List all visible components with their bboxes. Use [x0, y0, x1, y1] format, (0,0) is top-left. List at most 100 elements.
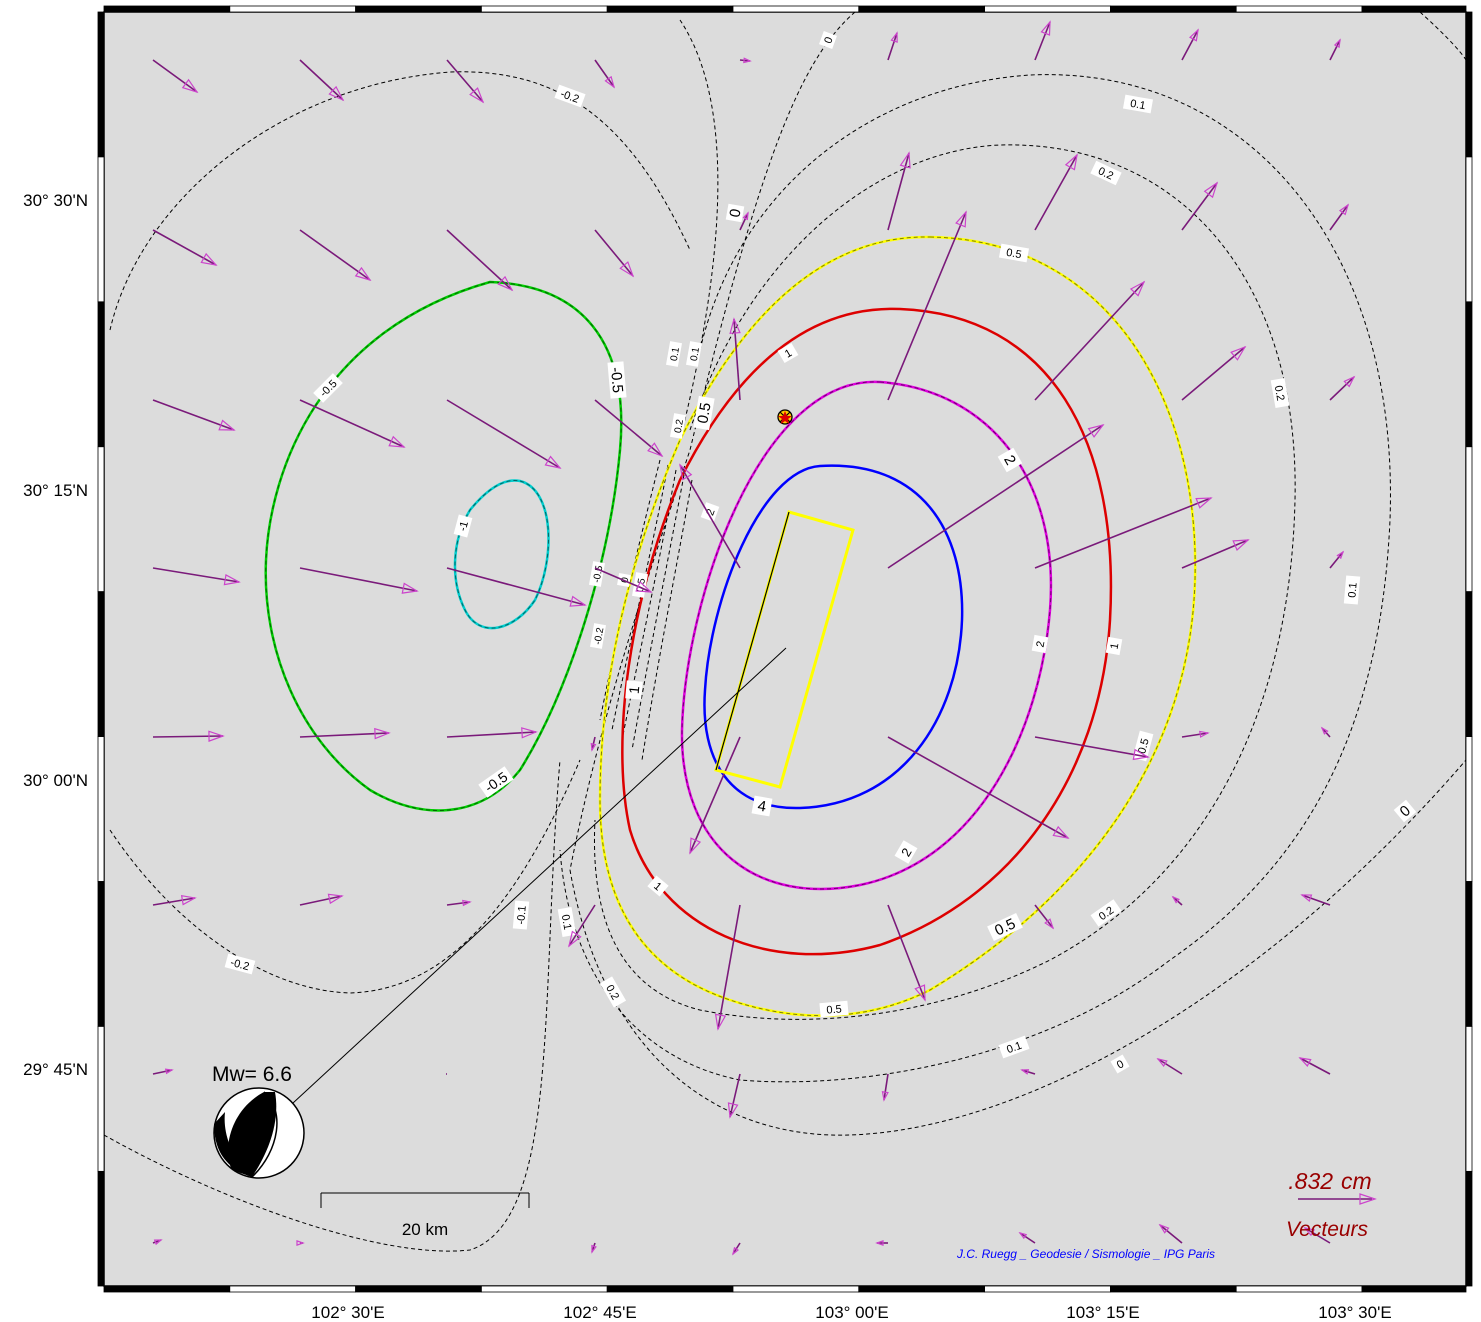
contour-label-2: 2 [1035, 640, 1048, 648]
displacement-vector [1329, 375, 1356, 401]
contour-neg-0-1 [104, 759, 561, 1252]
contour-label-0-1: 0.1 [1346, 582, 1359, 598]
displacement-vector [729, 317, 741, 401]
displacement-vector [1034, 20, 1051, 61]
lon-label: 103° 30'E [1318, 1303, 1391, 1322]
contour-label-0: 0 [726, 208, 744, 219]
displacement-vector [299, 59, 345, 102]
contour-0-south [569, 759, 1466, 1136]
displacement-vector [679, 463, 741, 569]
displacement-vector [446, 229, 514, 292]
displacement-vector [591, 1242, 597, 1254]
contour-label-0: 0 [620, 576, 632, 584]
displacement-vector [739, 211, 749, 231]
displacement-vector [1034, 153, 1078, 231]
fault-trace [715, 511, 790, 771]
contour-label-0-5: 0.5 [1136, 737, 1152, 755]
displacement-vector [689, 736, 741, 855]
colored-contours-dash-overlay [265, 236, 1196, 1017]
displacement-vector [1171, 895, 1183, 906]
contour-inner-0-5 [641, 479, 693, 761]
displacement-vector [887, 210, 967, 401]
longitude-labels: 102° 30'E 102° 45'E 103° 00'E 103° 15'E … [311, 1303, 1391, 1322]
scale-bar-label: 20 km [402, 1220, 448, 1239]
contour-0-north [569, 12, 856, 871]
contour-label-0-5: 0.5 [694, 401, 714, 424]
displacement-vector [1034, 736, 1150, 761]
contour-label-neg-0-1: -0.1 [515, 905, 529, 925]
displacement-vector [1181, 539, 1250, 569]
lat-label: 30° 00'N [23, 771, 88, 790]
displacement-vector [887, 423, 1105, 569]
displacement-vector [1303, 1227, 1331, 1244]
displacement-vector [590, 736, 597, 752]
contour-0-2 [593, 144, 1296, 1020]
displacement-vector [1329, 550, 1345, 569]
displacement-vector [1156, 1058, 1183, 1075]
contour-label-4: 4 [756, 797, 767, 815]
contour-label-1: 1 [783, 347, 794, 360]
contour-0-1 [559, 74, 1391, 1083]
focal-mechanism-beachball [213, 1087, 305, 1179]
contour-label-0-1: 0.1 [669, 346, 682, 362]
displacement-vector [1298, 1057, 1331, 1075]
displacement-vector [299, 399, 406, 448]
displacement-vector [1300, 894, 1331, 906]
displacement-vector [1181, 345, 1247, 401]
displacement-vector [446, 567, 587, 607]
displacement-vector [887, 31, 898, 61]
lon-label: 102° 30'E [311, 1303, 384, 1322]
displacement-vector [152, 730, 225, 742]
contour-label-neg-0-2: -0.2 [229, 957, 250, 974]
latitude-labels: 30° 30'N 30° 15'N 30° 00'N 29° 45'N [23, 191, 88, 1079]
displacement-vector [296, 1240, 305, 1246]
displacement-vector [887, 736, 1070, 839]
contour-label-0-5: 0.5 [1005, 247, 1022, 261]
displacement-vector [152, 399, 236, 431]
displacement-vector [732, 1242, 741, 1256]
displacement-vector [446, 399, 562, 469]
displacement-vector [446, 899, 472, 907]
contour-label-neg-0-5: -0.5 [592, 564, 606, 583]
displacement-vector [1018, 1231, 1036, 1244]
displacement-vector [739, 57, 752, 64]
displacement-vector [594, 399, 664, 458]
displacement-vector [1020, 1069, 1036, 1075]
displacement-vector [152, 1239, 163, 1246]
contour-label-1: 1 [626, 685, 643, 694]
displacement-vector [1320, 726, 1331, 738]
displacement-vector [299, 727, 391, 740]
contour-0-ne [1419, 12, 1466, 61]
displacement-vector [1034, 497, 1213, 569]
contour-neg-0-2-west [109, 71, 691, 331]
displacement-vector [881, 1073, 889, 1102]
lat-label: 29° 45'N [23, 1060, 88, 1079]
displacement-vector [299, 229, 372, 282]
lat-label: 30° 30'N [23, 191, 88, 210]
displacement-vector [727, 1073, 741, 1119]
displacement-vector [887, 151, 911, 231]
contour-label-0-1: 0.1 [559, 914, 573, 931]
displacement-vector [1034, 280, 1146, 401]
focal-mechanism-leader [292, 647, 787, 1104]
displacement-vector [1034, 904, 1055, 930]
magnitude-label: Mw= 6.6 [212, 1063, 292, 1086]
contour-label-0-2: 0.2 [1096, 165, 1115, 182]
contour-label-neg-1: -1 [457, 520, 471, 533]
displacement-vector [1181, 28, 1199, 61]
scale-bar [320, 1192, 530, 1208]
displacement-vector [152, 229, 218, 266]
displacement-vector [446, 59, 485, 104]
contour-label-0-1: 0.1 [1129, 98, 1146, 112]
contour-label-neg-0-5: -0.5 [607, 366, 626, 393]
displacement-vector [887, 904, 926, 1002]
contour-label-0-5: 0.5 [826, 1003, 842, 1016]
contour-inner-0-2 [611, 464, 669, 731]
lat-label: 30° 15'N [23, 481, 88, 500]
lon-label: 102° 45'E [563, 1303, 636, 1322]
contour-label-1: 1 [1109, 642, 1122, 650]
vector-scale-value: .832 cm [1288, 1168, 1371, 1194]
contour-inner-0-4 [631, 474, 685, 751]
contour-label-0-2: 0.2 [1272, 385, 1286, 402]
